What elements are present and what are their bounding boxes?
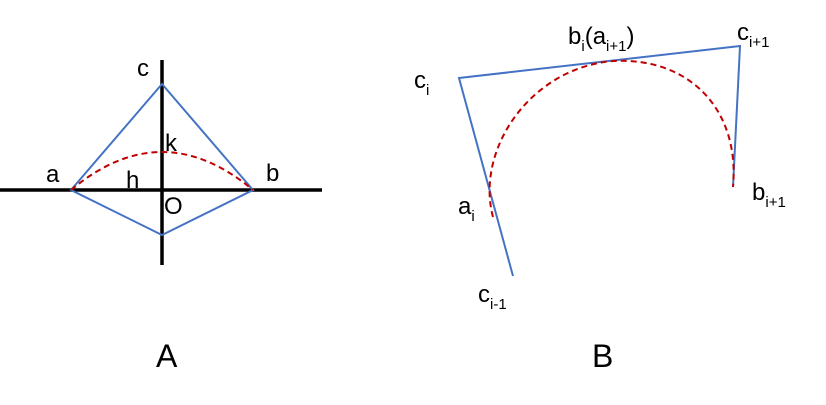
label-c: c — [137, 55, 149, 82]
dashed-arc-ab — [70, 151, 254, 191]
label-c-i-minus-1: ci-1 — [478, 281, 507, 313]
label-o: O — [164, 193, 183, 220]
label-k: k — [165, 130, 178, 157]
panel-b-title: B — [592, 338, 613, 374]
panel-b: ci bi(ai+1) ci+1 ai bi+1 ci-1 B — [414, 19, 786, 374]
control-polyline — [457, 44, 742, 277]
label-a: a — [46, 161, 60, 188]
label-b: b — [266, 160, 279, 187]
dashed-arc-ai-bi1 — [488, 59, 735, 218]
panel-a: c k a h b O A — [0, 55, 322, 374]
label-a-i: ai — [458, 193, 475, 225]
label-c-i-plus-1: ci+1 — [737, 19, 769, 51]
label-h: h — [126, 167, 139, 194]
label-c-i: ci — [414, 67, 429, 99]
label-b-i: bi(ai+1) — [568, 23, 634, 55]
panel-a-title: A — [156, 338, 178, 374]
label-b-i-plus-1: bi+1 — [752, 179, 786, 211]
